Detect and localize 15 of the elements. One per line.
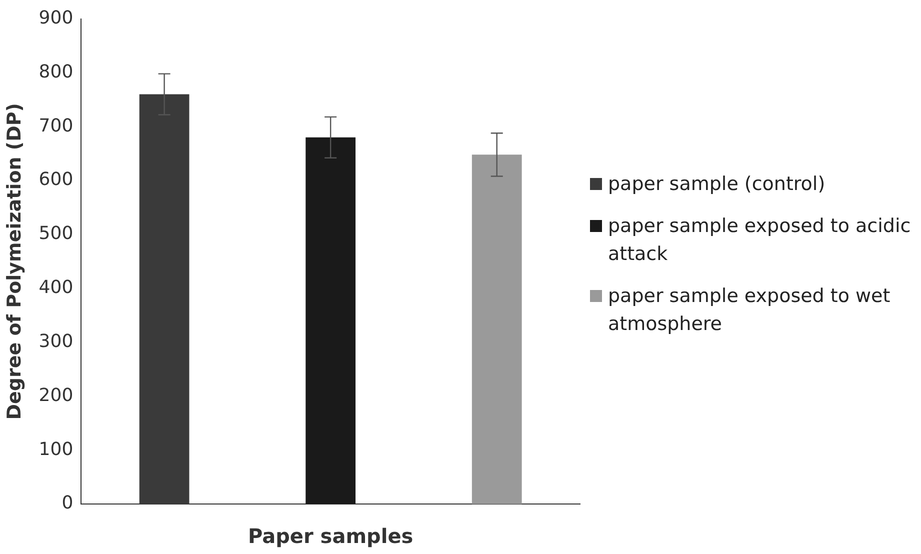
y-tick-label: 200 (38, 384, 74, 406)
legend-label: paper sample exposed to wet atmosphere (608, 284, 892, 337)
y-tick-label: 600 (38, 169, 74, 190)
y-tick-label: 100 (38, 438, 74, 460)
legend-label: paper sample exposed to acidic attack (608, 214, 912, 267)
y-tick-label: 900 (38, 7, 74, 28)
y-tick-label: 300 (38, 330, 74, 352)
y-axis-title: Degree of Polymeization (DP) (3, 103, 26, 420)
y-tick-label: 800 (38, 61, 74, 82)
legend-label: paper sample (control) (608, 172, 826, 197)
y-tick-label: 700 (38, 115, 74, 136)
y-tick-label: 500 (38, 223, 74, 244)
y-tick-label: 400 (38, 277, 74, 298)
x-axis-title: Paper samples (248, 524, 414, 548)
y-tick-label: 0 (62, 492, 74, 514)
